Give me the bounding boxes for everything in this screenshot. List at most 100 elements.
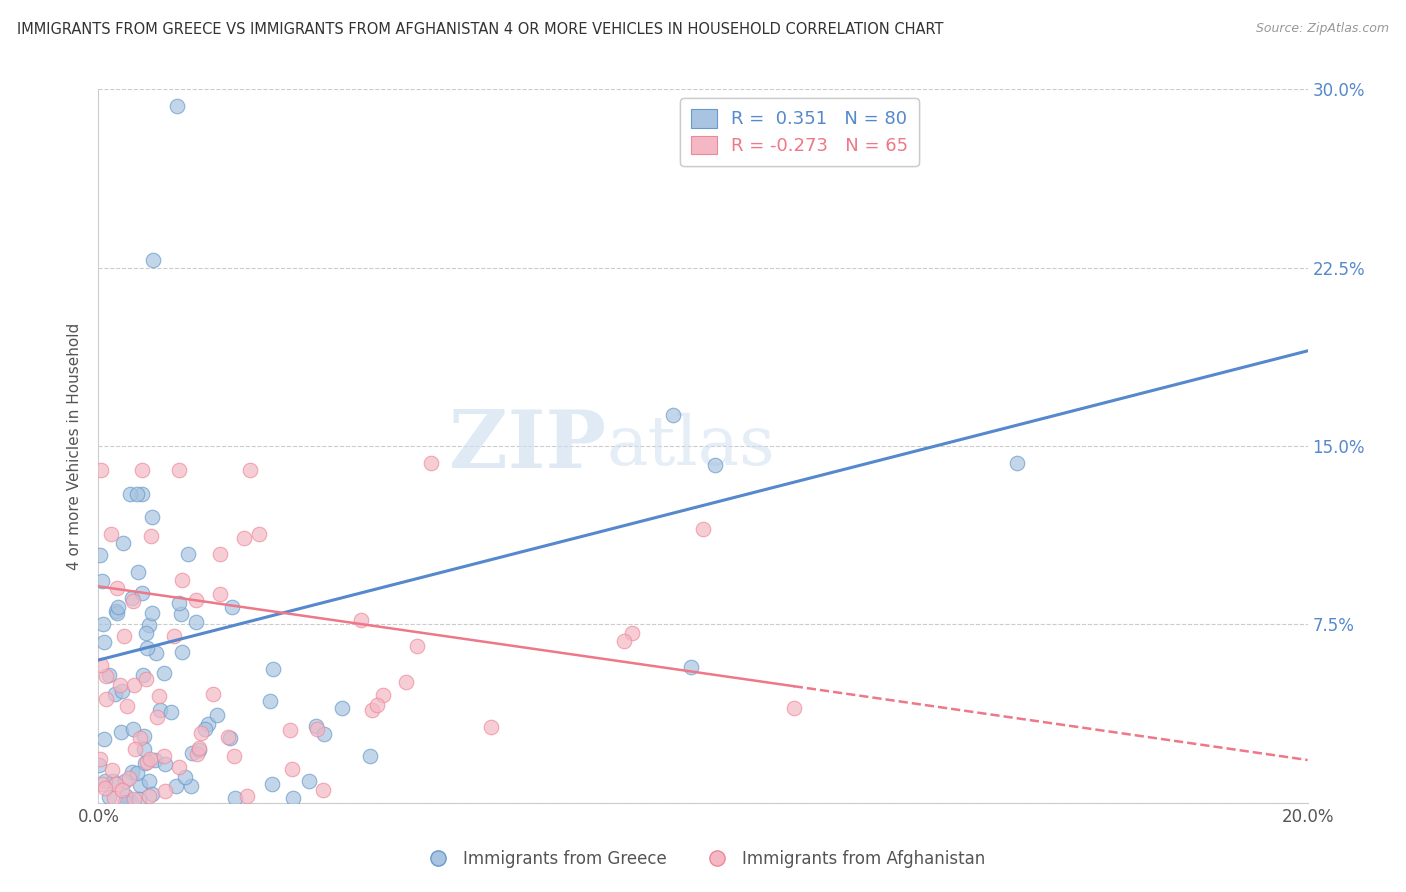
Point — [167, 760, 190, 774]
Point — [134, 730, 156, 744]
Text: Source: ZipAtlas.com: Source: ZipAtlas.com — [1256, 22, 1389, 36]
Point — [94, 781, 117, 796]
Point — [160, 706, 183, 720]
Point — [125, 765, 148, 780]
Point — [163, 629, 186, 643]
Point — [90, 463, 112, 477]
Point — [152, 665, 174, 680]
Point — [114, 773, 136, 788]
Point — [148, 689, 170, 703]
Point — [281, 790, 304, 805]
Point — [481, 720, 503, 734]
Point — [180, 779, 202, 793]
Point — [350, 613, 373, 627]
Point — [104, 604, 127, 618]
Point — [232, 531, 254, 545]
Point — [194, 722, 217, 736]
Point — [110, 725, 132, 739]
Point — [94, 669, 117, 683]
Point — [217, 730, 239, 744]
Point — [186, 615, 208, 629]
Point — [104, 687, 127, 701]
Point — [112, 536, 135, 550]
Point — [90, 658, 112, 673]
Y-axis label: 4 or more Vehicles in Household: 4 or more Vehicles in Household — [67, 322, 83, 570]
Point — [135, 672, 157, 686]
Point — [613, 634, 636, 648]
Point — [661, 408, 683, 422]
Point — [121, 591, 143, 605]
Point — [93, 732, 115, 747]
Point — [311, 782, 333, 797]
Point — [280, 762, 302, 776]
Point — [138, 789, 160, 803]
Point — [89, 752, 111, 766]
Point — [188, 743, 211, 757]
Point — [692, 522, 714, 536]
Point — [107, 607, 129, 621]
Point — [141, 606, 163, 620]
Point — [97, 790, 120, 805]
Point — [262, 662, 284, 676]
Point — [239, 463, 262, 477]
Point — [131, 486, 153, 500]
Text: IMMIGRANTS FROM GREECE VS IMMIGRANTS FROM AFGHANISTAN 4 OR MORE VEHICLES IN HOUS: IMMIGRANTS FROM GREECE VS IMMIGRANTS FRO… — [17, 22, 943, 37]
Point — [219, 731, 242, 745]
Point — [153, 784, 176, 798]
Point — [93, 634, 115, 648]
Point — [91, 574, 114, 588]
Point — [105, 777, 128, 791]
Point — [131, 586, 153, 600]
Point — [132, 667, 155, 681]
Point — [259, 694, 281, 708]
Point — [420, 456, 443, 470]
Point — [139, 751, 162, 765]
Point — [121, 764, 143, 779]
Point — [366, 698, 388, 712]
Point — [169, 463, 191, 477]
Point — [197, 716, 219, 731]
Point — [208, 547, 231, 561]
Point — [87, 757, 110, 772]
Point — [704, 458, 727, 472]
Point — [100, 527, 122, 541]
Point — [278, 723, 301, 737]
Point — [138, 774, 160, 789]
Point — [166, 99, 188, 113]
Point — [141, 510, 163, 524]
Point — [184, 592, 207, 607]
Point — [107, 581, 129, 595]
Point — [405, 639, 427, 653]
Point — [262, 777, 284, 791]
Point — [360, 703, 382, 717]
Point — [122, 678, 145, 692]
Point — [360, 749, 382, 764]
Point — [247, 527, 270, 541]
Point — [330, 701, 353, 715]
Point — [138, 618, 160, 632]
Point — [122, 791, 145, 805]
Point — [90, 777, 112, 791]
Point — [101, 763, 124, 777]
Point — [96, 692, 118, 706]
Point — [136, 640, 159, 655]
Point — [395, 675, 418, 690]
Text: ZIP: ZIP — [450, 407, 606, 485]
Point — [307, 722, 329, 736]
Point — [170, 645, 193, 659]
Point — [129, 731, 152, 745]
Point — [139, 529, 162, 543]
Point — [132, 742, 155, 756]
Point — [167, 597, 190, 611]
Legend: Immigrants from Greece, Immigrants from Afghanistan: Immigrants from Greece, Immigrants from … — [415, 844, 991, 875]
Point — [97, 668, 120, 682]
Point — [128, 791, 150, 805]
Point — [127, 565, 149, 579]
Point — [129, 778, 152, 792]
Point — [224, 791, 246, 805]
Point — [221, 599, 243, 614]
Point — [177, 547, 200, 561]
Point — [108, 678, 131, 692]
Point — [111, 783, 134, 797]
Point — [112, 629, 135, 643]
